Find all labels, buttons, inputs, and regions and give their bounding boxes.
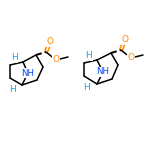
- Text: O: O: [47, 38, 54, 47]
- Text: O: O: [128, 54, 135, 62]
- Text: O: O: [121, 36, 128, 45]
- Text: H: H: [83, 83, 89, 93]
- Text: NH: NH: [21, 69, 35, 78]
- Text: H: H: [9, 85, 15, 95]
- Text: NH: NH: [97, 67, 109, 76]
- Text: H: H: [11, 54, 17, 62]
- Text: H: H: [86, 52, 92, 60]
- Text: O: O: [52, 55, 59, 64]
